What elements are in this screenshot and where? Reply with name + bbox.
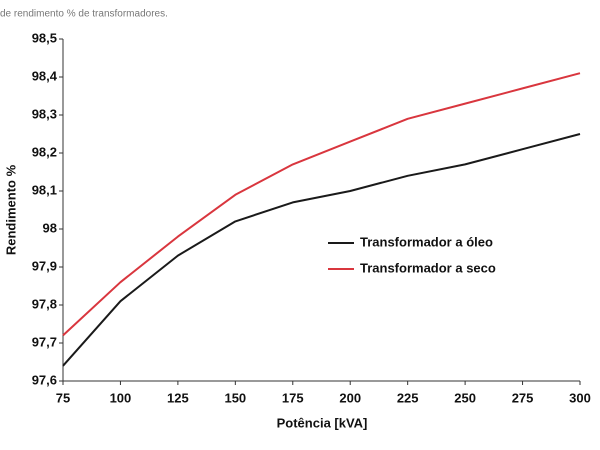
chart-title: de rendimento % de transformadores. (0, 9, 168, 20)
y-tick-label: 98,4 (32, 68, 58, 83)
line-series (62, 133, 581, 367)
x-tick-label: 175 (282, 390, 304, 405)
y-tick-label: 98,2 (32, 144, 57, 159)
x-axis-label: Potência [kVA] (277, 415, 368, 430)
x-tick-label: 125 (167, 390, 189, 405)
y-tick-label: 98,1 (32, 182, 57, 197)
legend-label: Transformador a seco (360, 260, 496, 275)
y-tick-label: 98,3 (32, 106, 57, 121)
legend-label: Transformador a óleo (360, 234, 493, 249)
line-series (62, 72, 581, 337)
x-tick-label: 225 (397, 390, 419, 405)
y-tick-label: 97,7 (32, 334, 57, 349)
y-tick-label: 97,8 (32, 296, 57, 311)
x-tick-label: 75 (56, 390, 70, 405)
y-tick-label: 98 (43, 220, 57, 235)
y-axis-label: Rendimento % (3, 164, 18, 255)
x-tick-label: 200 (339, 390, 361, 405)
y-tick-label: 97,9 (32, 258, 57, 273)
x-tick-label: 300 (569, 390, 591, 405)
y-tick-label: 98,5 (32, 30, 57, 45)
x-tick-label: 150 (224, 390, 246, 405)
x-tick-label: 275 (512, 390, 534, 405)
x-tick-label: 100 (110, 390, 132, 405)
y-tick-label: 97,6 (32, 372, 57, 387)
x-tick-label: 250 (454, 390, 476, 405)
